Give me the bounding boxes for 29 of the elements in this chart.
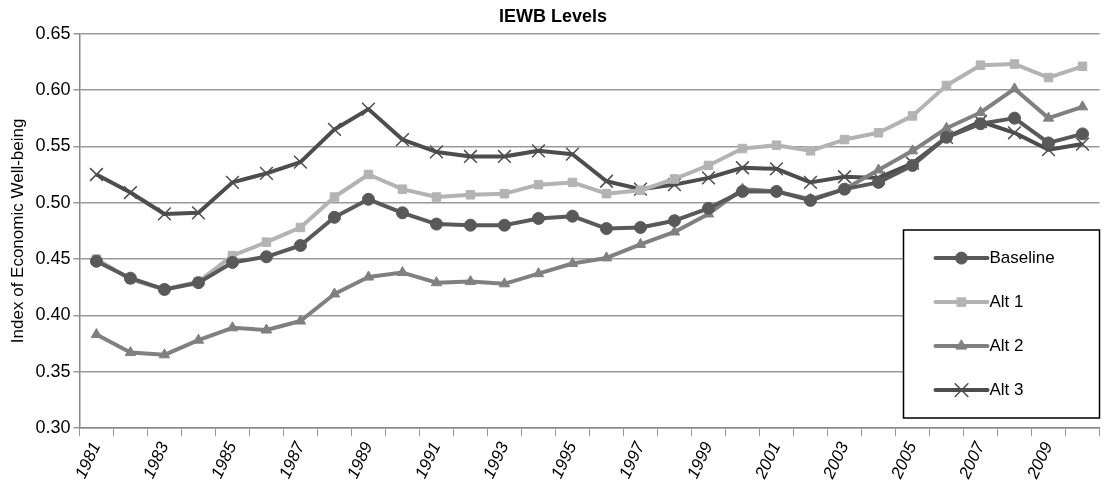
legend-label: Alt 1 xyxy=(989,291,1024,311)
legend-label: Alt 3 xyxy=(989,379,1024,399)
y-tick-label: 0.35 xyxy=(35,360,71,381)
x-tick-label: 2005 xyxy=(886,438,921,483)
x-tick-label: 2007 xyxy=(954,438,989,483)
y-tick-label: 0.60 xyxy=(35,78,71,99)
chart-title: IEWB Levels xyxy=(498,5,608,26)
x-tick-label: 1983 xyxy=(139,438,173,482)
y-tick-label: 0.50 xyxy=(35,191,71,212)
x-tick-label: 1987 xyxy=(275,438,309,482)
x-tick-label: 2003 xyxy=(818,438,853,483)
x-tick-label: 1981 xyxy=(71,439,105,482)
x-tick-label: 2001 xyxy=(750,439,785,483)
x-tick-label: 1993 xyxy=(479,438,513,482)
x-tick-label: 1991 xyxy=(411,439,445,482)
y-tick-label: 0.40 xyxy=(35,304,71,325)
y-tick-label: 0.45 xyxy=(35,248,71,268)
y-tick-label: 0.55 xyxy=(35,135,71,156)
x-tick-label: 1989 xyxy=(343,438,377,482)
legend-label: Baseline xyxy=(989,247,1055,267)
y-tick-label: 0.30 xyxy=(35,417,71,438)
legend-label: Alt 2 xyxy=(989,335,1024,355)
x-tick-label: 1985 xyxy=(207,438,241,482)
x-tick-label: 1995 xyxy=(547,438,581,482)
x-tick-label: 1999 xyxy=(683,438,717,482)
x-tick-label: 2009 xyxy=(1022,438,1057,483)
y-tick-label: 0.65 xyxy=(35,22,71,43)
y-axis-title: Index of Economic Well-being xyxy=(7,118,27,344)
x-tick-label: 1997 xyxy=(615,438,649,482)
